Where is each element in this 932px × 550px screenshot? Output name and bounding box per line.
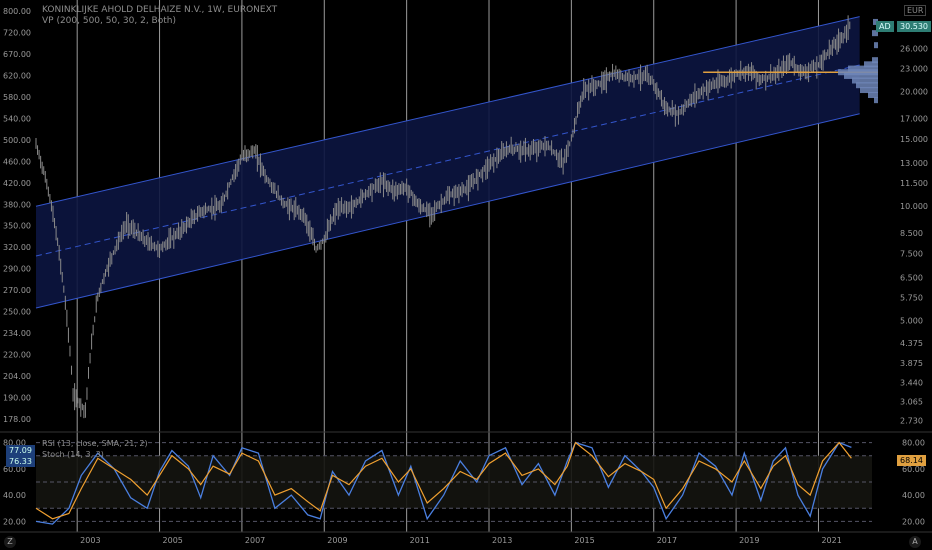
volume-profile-bar — [872, 57, 878, 64]
right-axis-tick: 13.000 — [900, 159, 928, 168]
left-axis-tick: 670.00 — [3, 50, 31, 59]
x-tick-label: 2005 — [163, 536, 183, 545]
x-tick-label: 2009 — [327, 536, 347, 545]
right-axis-tick: 4.375 — [900, 339, 923, 348]
left-axis-tick: 190.00 — [3, 394, 31, 403]
right-axis-tick: 17.000 — [900, 115, 928, 124]
volume-profile-bar — [874, 42, 878, 49]
channel-lower-line — [35, 113, 860, 309]
right-axis-tick: 7.500 — [900, 250, 923, 259]
channel-median-line — [35, 64, 860, 257]
right-axis-tick: 3.065 — [900, 398, 923, 407]
right-axis-tick: 10.000 — [900, 202, 928, 211]
volume-profile-label: VP (200, 500, 50, 30, 2, Both) — [42, 16, 176, 26]
left-axis-tick: 220.00 — [3, 351, 31, 360]
right-axis-tick: 15.000 — [900, 135, 928, 144]
left-axis-tick: 234.00 — [3, 329, 31, 338]
left-axis-tick: 270.00 — [3, 286, 31, 295]
x-tick-label: 2021 — [821, 536, 841, 545]
right-axis-tick: 2.730 — [900, 417, 923, 426]
right-axis-tick: 5.000 — [900, 317, 923, 326]
grid-layer — [0, 0, 932, 533]
right-axis-tick: 11.500 — [900, 179, 928, 188]
osc-right-tick: 60.00 — [902, 465, 925, 474]
right-axis-tick: 3.440 — [900, 379, 923, 388]
osc-left-tick: 40.00 — [3, 491, 26, 500]
volume-profile-bar — [873, 18, 878, 25]
right-axis-tick: 23.000 — [900, 65, 928, 74]
right-axis-tick: 26.000 — [900, 44, 928, 53]
stoch-title: Stoch (14, 3, 3) — [42, 450, 104, 459]
left-axis-tick: 380.00 — [3, 200, 31, 209]
oscillator-pane — [35, 441, 872, 525]
volume-profile-bar — [844, 72, 878, 79]
axes-layer: 2003 2005 2007 2009 2011 2013 2015 2017 2019 2021… — [3, 7, 928, 545]
right-axis-tick: 5.750 — [900, 294, 923, 303]
x-tick-label: 2017 — [657, 536, 677, 545]
candles-layer — [35, 15, 851, 419]
x-tick-label: 2003 — [80, 536, 100, 545]
volume-profile-bar — [838, 69, 878, 76]
volume-profile-bar — [852, 77, 878, 84]
osc-right-tick: 20.00 — [902, 517, 925, 526]
volume-profile-bar — [868, 92, 878, 99]
x-tick-label: 2011 — [410, 536, 430, 545]
osc-left-tick: 20.00 — [3, 517, 26, 526]
channel-upper-line — [35, 16, 860, 207]
volume-profile-bar — [872, 30, 878, 37]
currency-badge[interactable]: EUR — [904, 5, 927, 16]
x-tick-label: 2015 — [574, 536, 594, 545]
volume-profile-bar — [848, 65, 878, 72]
right-axis-tick: 3.875 — [900, 359, 923, 368]
x-tick-label: 2019 — [739, 536, 759, 545]
left-axis-tick: 460.00 — [3, 157, 31, 166]
volume-profile-bar — [860, 87, 878, 94]
right-axis-tick: 20.000 — [900, 88, 928, 97]
stoch-line — [35, 441, 852, 525]
stoch-value-badge: 76.33 — [6, 456, 35, 467]
volume-profile — [703, 18, 878, 104]
zoom-toggle[interactable]: Z — [4, 536, 16, 548]
left-axis-tick: 204.00 — [3, 372, 31, 381]
left-axis-tick: 178.00 — [3, 415, 31, 424]
left-axis-tick: 290.00 — [3, 265, 31, 274]
rsi-line — [35, 441, 852, 520]
left-axis-tick: 500.00 — [3, 136, 31, 145]
left-axis-tick: 250.00 — [3, 308, 31, 317]
auto-scale-toggle[interactable]: A — [909, 536, 921, 548]
osc-left-tick: 80.00 — [3, 439, 26, 448]
left-axis-tick: 420.00 — [3, 179, 31, 188]
last-price-badge: 30.530 — [897, 21, 931, 32]
right-axis-tick: 6.500 — [900, 273, 923, 282]
right-axis-tick: 8.500 — [900, 229, 923, 238]
osc-right-tick: 40.00 — [902, 491, 925, 500]
x-tick-label: 2013 — [492, 536, 512, 545]
osc-left-tick: 60.00 — [3, 465, 26, 474]
left-axis-tick: 720.00 — [3, 28, 31, 37]
volume-profile-bar — [856, 82, 878, 89]
rsi-value-badge: 77.09 — [6, 445, 35, 456]
rsi-title: RSI (13, close, SMA, 21, 2) — [42, 439, 148, 448]
volume-profile-bar — [874, 97, 878, 104]
osc-right-tick: 80.00 — [902, 439, 925, 448]
left-axis-tick: 580.00 — [3, 93, 31, 102]
volume-profile-bar — [864, 61, 878, 68]
left-axis-tick: 320.00 — [3, 243, 31, 252]
left-axis-tick: 350.00 — [3, 222, 31, 231]
left-axis-tick: 540.00 — [3, 114, 31, 123]
chart-title: KONINKLIJKE AHOLD DELHAIZE N.V., 1W, EUR… — [42, 5, 278, 15]
left-axis-tick: 800.00 — [3, 7, 31, 16]
left-axis-tick: 620.00 — [3, 71, 31, 80]
symbol-badge: AD — [876, 21, 894, 32]
x-tick-label: 2007 — [245, 536, 265, 545]
rsi-last-badge: 68.14 — [897, 455, 926, 466]
